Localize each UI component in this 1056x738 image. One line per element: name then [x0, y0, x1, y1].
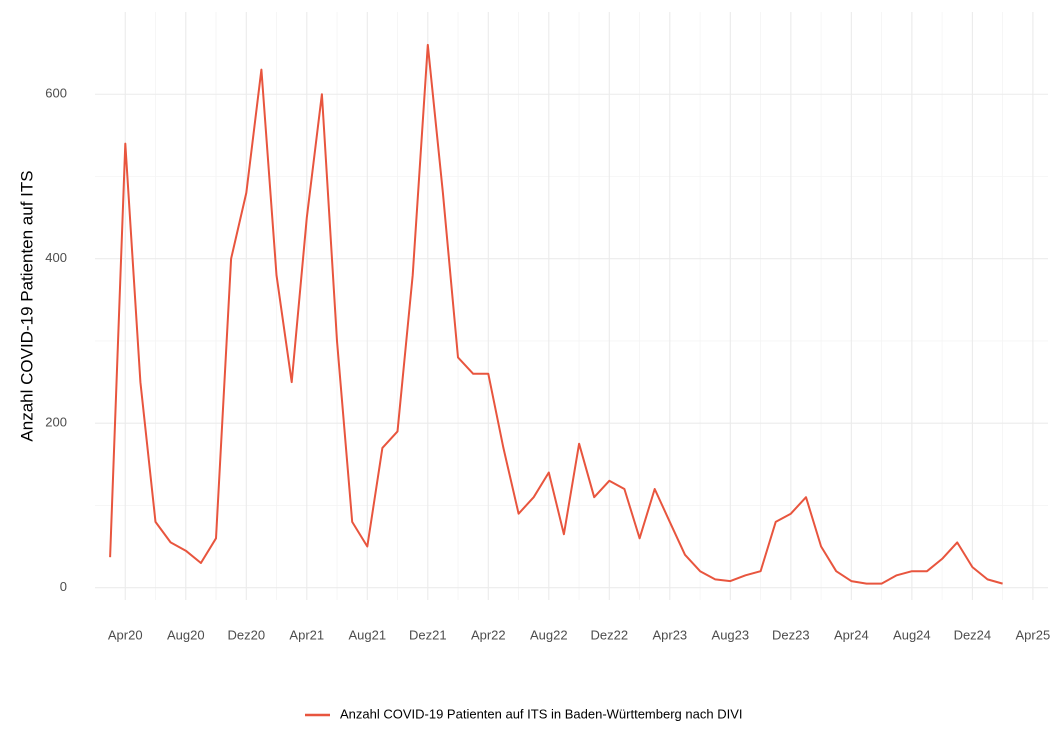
- x-tick-label: Aug23: [712, 627, 750, 642]
- x-tick-label: Apr21: [289, 627, 324, 642]
- x-tick-label: Apr24: [834, 627, 869, 642]
- y-axis-label: Anzahl COVID-19 Patienten auf ITS: [17, 170, 36, 441]
- x-tick-label: Apr20: [108, 627, 143, 642]
- x-tick-label: Dez24: [954, 627, 992, 642]
- x-tick-label: Aug24: [893, 627, 931, 642]
- x-tick-label: Apr23: [652, 627, 687, 642]
- y-tick-label: 600: [45, 86, 67, 101]
- x-tick-label: Aug22: [530, 627, 568, 642]
- x-tick-label: Dez21: [409, 627, 447, 642]
- x-tick-label: Dez22: [591, 627, 629, 642]
- x-tick-label: Aug20: [167, 627, 205, 642]
- y-tick-label: 400: [45, 250, 67, 265]
- y-tick-label: 200: [45, 415, 67, 430]
- legend-label: Anzahl COVID-19 Patienten auf ITS in Bad…: [340, 706, 742, 721]
- x-tick-label: Apr25: [1016, 627, 1051, 642]
- x-tick-label: Apr22: [471, 627, 506, 642]
- x-tick-label: Aug21: [348, 627, 386, 642]
- x-tick-label: Dez20: [227, 627, 265, 642]
- y-tick-label: 0: [60, 579, 67, 594]
- data-line: [109, 43, 1003, 585]
- x-tick-label: Dez23: [772, 627, 810, 642]
